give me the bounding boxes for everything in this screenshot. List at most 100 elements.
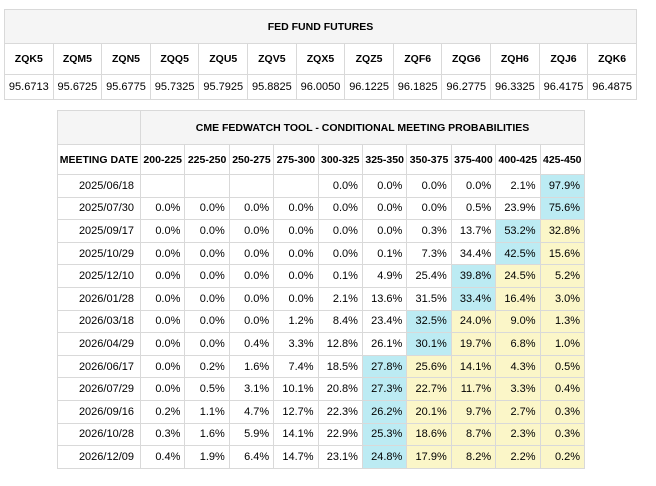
probability-cell: 0.4% — [228, 332, 275, 356]
futures-price-zqm5: 95.6725 — [52, 74, 103, 100]
probability-cell: 3.3% — [273, 332, 319, 356]
probability-cell — [273, 174, 319, 198]
futures-code-zqk6: ZQK6 — [587, 43, 637, 75]
probability-cell: 75.6% — [539, 196, 586, 221]
probability-cell: 0.4% — [539, 377, 586, 401]
probability-cell: 24.8% — [361, 445, 408, 469]
probability-cell: 3.0% — [539, 286, 586, 311]
probability-cell: 2.2% — [495, 445, 541, 469]
probability-cell: 5.9% — [228, 422, 275, 447]
probability-cell: 2.7% — [495, 399, 541, 424]
probability-cell: 2.1% — [495, 174, 541, 198]
futures-code-zqk5: ZQK5 — [4, 43, 54, 75]
probability-cell: 34.4% — [450, 241, 497, 266]
probability-cell: 0.0% — [273, 264, 319, 288]
probability-cell: 12.8% — [317, 332, 363, 356]
probability-cell: 2.1% — [317, 286, 363, 311]
futures-price-zqx5: 96.0050 — [295, 74, 346, 100]
probability-cell: 97.9% — [539, 174, 586, 198]
table-row: 2026/06/17 0.0% 0.2% 1.6% 7.4% 18.5% 27.8% 25.6… — [57, 354, 586, 379]
probability-cell: 15.6% — [539, 241, 586, 266]
table-row: 2025/06/18 0.0% 0.0% 0.0% 0.0% 2.1% 97.9% — [57, 174, 586, 198]
fedwatch-title-row: CME FEDWATCH TOOL - CONDITIONAL MEETING … — [57, 110, 586, 145]
probability-cell: 27.8% — [361, 354, 408, 379]
probability-cell: 3.1% — [228, 377, 275, 401]
futures-price-zqq5: 95.7325 — [149, 74, 200, 100]
probability-cell: 0.0% — [139, 264, 186, 288]
probability-cell: 17.9% — [406, 445, 452, 469]
probability-cell: 0.0% — [139, 286, 186, 311]
probability-cell: 0.0% — [317, 241, 363, 266]
probability-cell: 32.5% — [406, 309, 452, 334]
futures-code-zqx5: ZQX5 — [295, 43, 346, 75]
meeting-date: 2026/04/29 — [57, 332, 141, 356]
futures-price-zqu5: 95.7925 — [198, 74, 249, 100]
table-row: 2025/07/30 0.0% 0.0% 0.0% 0.0% 0.0% 0.0% 0.0% 0.… — [57, 196, 586, 221]
probability-cell: 0.0% — [139, 354, 186, 379]
range-header-300-325: 300-325 — [317, 144, 363, 175]
probability-cell: 5.2% — [539, 264, 586, 288]
probability-cell: 0.0% — [361, 174, 408, 198]
probability-cell: 22.9% — [317, 422, 363, 447]
probability-cell: 0.0% — [139, 377, 186, 401]
probability-cell: 25.4% — [406, 264, 452, 288]
futures-code-zqh6: ZQH6 — [490, 43, 540, 75]
table-row: 2025/10/29 0.0% 0.0% 0.0% 0.0% 0.0% 0.1% 7.3% 34… — [57, 241, 586, 266]
probability-cell: 4.3% — [495, 354, 541, 379]
futures-code-zqv5: ZQV5 — [247, 43, 297, 75]
meeting-date: 2025/12/10 — [57, 264, 141, 288]
probability-cell: 20.8% — [317, 377, 363, 401]
meeting-date: 2026/03/18 — [57, 309, 141, 334]
probability-cell: 0.0% — [406, 196, 452, 221]
futures-code-row: ZQK5 ZQM5 ZQN5 ZQQ5 ZQU5 ZQV5 ZQX5 ZQZ5 ZQF6 ZQG6… — [4, 43, 637, 75]
probability-cell: 2.3% — [495, 422, 541, 447]
probability-cell: 23.1% — [317, 445, 363, 469]
meeting-date: 2026/12/09 — [57, 445, 141, 469]
meeting-date-header: MEETING DATE — [57, 144, 141, 175]
table-row: 2026/07/29 0.0% 0.5% 3.1% 10.1% 20.8% 27.3% 22.… — [57, 377, 586, 401]
probability-cell: 12.7% — [273, 399, 319, 424]
probability-cell: 0.2% — [139, 399, 186, 424]
probability-cell — [139, 174, 186, 198]
probability-cell: 23.9% — [495, 196, 541, 221]
futures-price-zqj6: 96.4175 — [538, 74, 589, 100]
probability-cell: 0.1% — [361, 241, 408, 266]
probability-cell: 0.0% — [184, 196, 230, 221]
probability-cell: 0.0% — [228, 219, 275, 243]
probability-cell: 0.0% — [184, 309, 230, 334]
probability-cell: 0.0% — [184, 286, 230, 311]
probability-cell: 0.0% — [139, 196, 186, 221]
probability-cell: 1.2% — [273, 309, 319, 334]
futures-code-zqf6: ZQF6 — [392, 43, 443, 75]
probability-cell: 3.3% — [495, 377, 541, 401]
probability-cell: 0.0% — [317, 196, 363, 221]
probability-cell: 26.2% — [361, 399, 408, 424]
futures-code-zqj6: ZQJ6 — [538, 43, 589, 75]
probability-cell: 8.2% — [450, 445, 497, 469]
probability-cell: 14.7% — [273, 445, 319, 469]
fedwatch-title: CME FEDWATCH TOOL - CONDITIONAL MEETING … — [139, 110, 586, 145]
range-header-425-450: 425-450 — [539, 144, 586, 175]
probability-cell: 42.5% — [495, 241, 541, 266]
meeting-date: 2025/06/18 — [57, 174, 141, 198]
fedwatch-body: 2025/06/18 0.0% 0.0% 0.0% 0.0% 2.1% 97.9% 2025/… — [57, 174, 586, 469]
futures-price-zqn5: 95.6775 — [101, 74, 151, 100]
probability-cell: 0.3% — [539, 422, 586, 447]
futures-code-zqg6: ZQG6 — [441, 43, 492, 75]
probability-cell: 33.4% — [450, 286, 497, 311]
probability-cell: 1.6% — [184, 422, 230, 447]
fedwatch-probabilities-table: CME FEDWATCH TOOL - CONDITIONAL MEETING … — [57, 110, 586, 469]
table-row: 2026/09/16 0.2% 1.1% 4.7% 12.7% 22.3% 26.2% 20.… — [57, 399, 586, 424]
probability-cell: 23.4% — [361, 309, 408, 334]
probability-cell: 0.0% — [406, 174, 452, 198]
futures-price-zqz5: 96.1225 — [344, 74, 394, 100]
probability-cell: 1.0% — [539, 332, 586, 356]
futures-code-zqu5: ZQU5 — [198, 43, 249, 75]
futures-code-zqz5: ZQZ5 — [344, 43, 394, 75]
meeting-date: 2025/07/30 — [57, 196, 141, 221]
futures-title: FED FUND FUTURES — [4, 9, 637, 44]
probability-cell: 0.0% — [184, 241, 230, 266]
probability-cell: 0.0% — [273, 219, 319, 243]
probability-cell — [184, 174, 230, 198]
meeting-date: 2026/10/28 — [57, 422, 141, 447]
